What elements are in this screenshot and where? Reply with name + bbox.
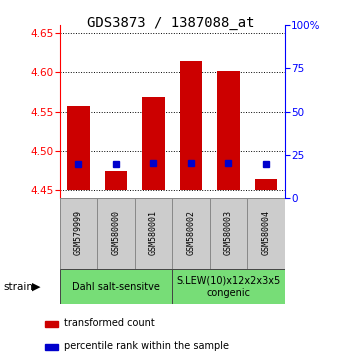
Bar — [97, 198, 135, 269]
Text: GSM580001: GSM580001 — [149, 210, 158, 255]
Bar — [45, 321, 58, 327]
Text: ▶: ▶ — [32, 282, 40, 292]
Bar — [135, 198, 172, 269]
Bar — [210, 198, 247, 269]
Text: GSM580003: GSM580003 — [224, 210, 233, 255]
Bar — [60, 198, 97, 269]
Bar — [180, 61, 202, 190]
Bar — [105, 171, 127, 190]
Bar — [255, 179, 277, 190]
Bar — [172, 198, 210, 269]
Bar — [67, 106, 90, 190]
Text: S.LEW(10)x12x2x3x5
congenic: S.LEW(10)x12x2x3x5 congenic — [176, 276, 281, 298]
Bar — [142, 97, 165, 190]
Text: percentile rank within the sample: percentile rank within the sample — [64, 341, 229, 351]
Text: GSM580000: GSM580000 — [112, 210, 120, 255]
Text: GSM579999: GSM579999 — [74, 210, 83, 255]
Text: Dahl salt-sensitve: Dahl salt-sensitve — [72, 282, 160, 292]
Text: transformed count: transformed count — [64, 318, 155, 328]
Text: GSM580004: GSM580004 — [262, 210, 270, 255]
Bar — [45, 344, 58, 350]
Bar — [172, 269, 285, 304]
Text: strain: strain — [3, 282, 33, 292]
Bar — [217, 71, 240, 190]
Bar — [60, 269, 172, 304]
Text: GSM580002: GSM580002 — [187, 210, 195, 255]
Text: GDS3873 / 1387088_at: GDS3873 / 1387088_at — [87, 16, 254, 30]
Bar — [247, 198, 285, 269]
